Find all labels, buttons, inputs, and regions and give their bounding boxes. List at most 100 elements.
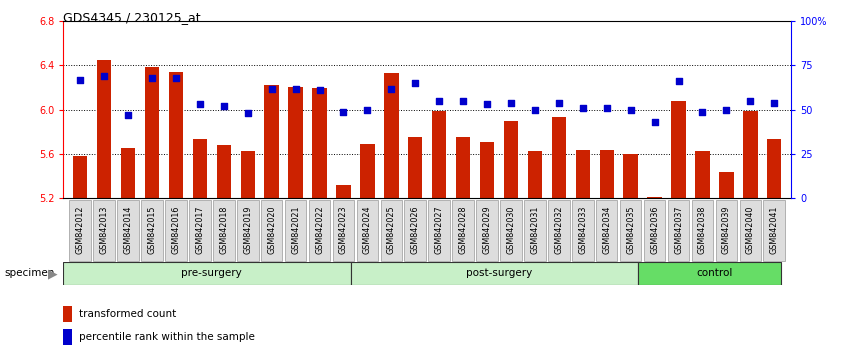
Text: GSM842022: GSM842022	[315, 206, 324, 255]
Bar	[672, 101, 686, 198]
Point	[241, 110, 255, 116]
FancyBboxPatch shape	[572, 200, 594, 261]
FancyBboxPatch shape	[667, 200, 689, 261]
Point	[146, 75, 159, 81]
Point	[552, 100, 566, 105]
Point	[432, 98, 446, 104]
Bar	[240, 151, 255, 198]
Bar	[767, 138, 782, 198]
Text: GSM842030: GSM842030	[507, 206, 515, 254]
Point	[409, 80, 422, 86]
Bar	[552, 118, 566, 198]
Point	[528, 107, 541, 113]
Point	[193, 102, 206, 107]
Bar	[336, 185, 350, 198]
Text: GSM842027: GSM842027	[435, 206, 443, 255]
Bar	[528, 151, 542, 198]
Point	[767, 100, 781, 105]
Point	[360, 107, 374, 113]
Bar	[624, 154, 638, 198]
FancyBboxPatch shape	[63, 262, 350, 285]
Point	[385, 86, 398, 91]
FancyBboxPatch shape	[118, 200, 139, 261]
FancyBboxPatch shape	[350, 262, 638, 285]
Point	[217, 103, 231, 109]
Point	[121, 112, 135, 118]
Bar	[408, 137, 422, 198]
FancyBboxPatch shape	[381, 200, 402, 261]
Point	[576, 105, 590, 111]
Text: GSM842034: GSM842034	[602, 206, 611, 254]
Bar	[743, 111, 757, 198]
Text: GSM842020: GSM842020	[267, 206, 276, 255]
FancyBboxPatch shape	[739, 200, 761, 261]
Point	[672, 79, 685, 84]
Point	[74, 77, 87, 82]
Bar	[97, 60, 112, 198]
Text: GSM842033: GSM842033	[579, 206, 587, 254]
Text: percentile rank within the sample: percentile rank within the sample	[80, 332, 255, 342]
FancyBboxPatch shape	[644, 200, 665, 261]
FancyBboxPatch shape	[638, 262, 782, 285]
Text: GSM842024: GSM842024	[363, 206, 372, 255]
FancyBboxPatch shape	[309, 200, 330, 261]
Text: control: control	[696, 268, 733, 279]
FancyBboxPatch shape	[692, 200, 713, 261]
Bar	[647, 197, 662, 198]
FancyBboxPatch shape	[763, 200, 785, 261]
Bar	[600, 150, 614, 198]
Bar	[63, 329, 72, 345]
Text: GSM842028: GSM842028	[459, 206, 468, 255]
FancyBboxPatch shape	[213, 200, 234, 261]
Bar	[193, 138, 207, 198]
FancyBboxPatch shape	[525, 200, 546, 261]
FancyBboxPatch shape	[620, 200, 641, 261]
Point	[481, 102, 494, 107]
Text: GSM842041: GSM842041	[770, 206, 779, 254]
FancyBboxPatch shape	[141, 200, 162, 261]
Bar	[695, 151, 710, 198]
FancyBboxPatch shape	[500, 200, 522, 261]
FancyBboxPatch shape	[237, 200, 259, 261]
Text: GSM842040: GSM842040	[746, 206, 755, 254]
Point	[337, 109, 350, 114]
Bar	[504, 121, 518, 198]
Bar	[265, 85, 279, 198]
Point	[504, 100, 518, 105]
Point	[169, 75, 183, 81]
Text: GDS4345 / 230125_at: GDS4345 / 230125_at	[63, 11, 201, 24]
Bar	[312, 88, 327, 198]
Text: GSM842031: GSM842031	[530, 206, 540, 254]
Text: GSM842038: GSM842038	[698, 206, 707, 254]
Bar	[288, 86, 303, 198]
Point	[97, 73, 111, 79]
FancyBboxPatch shape	[332, 200, 354, 261]
Bar	[168, 72, 183, 198]
Bar	[480, 142, 494, 198]
FancyBboxPatch shape	[285, 200, 306, 261]
Bar	[456, 137, 470, 198]
FancyBboxPatch shape	[453, 200, 474, 261]
FancyBboxPatch shape	[548, 200, 569, 261]
Text: ▶: ▶	[48, 267, 58, 280]
Bar	[719, 172, 733, 198]
Bar	[63, 306, 72, 321]
FancyBboxPatch shape	[357, 200, 378, 261]
Text: GSM842032: GSM842032	[554, 206, 563, 255]
Point	[624, 107, 637, 113]
FancyBboxPatch shape	[190, 200, 211, 261]
Text: GSM842012: GSM842012	[75, 206, 85, 255]
Text: GSM842015: GSM842015	[147, 206, 157, 255]
Point	[288, 86, 302, 91]
FancyBboxPatch shape	[93, 200, 115, 261]
Bar	[384, 73, 398, 198]
Point	[600, 105, 613, 111]
Bar	[432, 111, 447, 198]
Bar	[360, 144, 375, 198]
Text: GSM842023: GSM842023	[339, 206, 348, 255]
FancyBboxPatch shape	[261, 200, 283, 261]
Point	[265, 86, 278, 91]
Bar	[145, 67, 159, 198]
Text: transformed count: transformed count	[80, 309, 177, 319]
FancyBboxPatch shape	[428, 200, 450, 261]
